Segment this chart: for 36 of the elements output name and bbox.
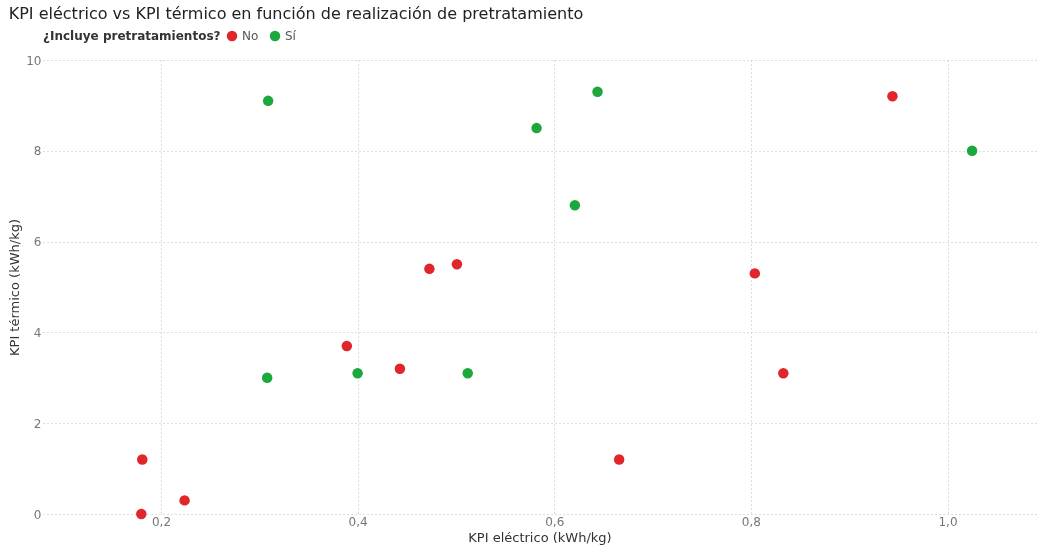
x-tick-label: 0,8 xyxy=(741,514,761,529)
point xyxy=(569,200,581,211)
y-tick-label: 4 xyxy=(33,325,42,340)
point xyxy=(352,368,363,379)
point xyxy=(424,263,435,275)
chart-title: KPI eléctrico vs KPI térmico en función de realización de pretratamiento xyxy=(8,4,584,23)
y-tick-label: 10 xyxy=(26,53,42,68)
y-tick-label: 6 xyxy=(33,235,42,250)
point xyxy=(394,363,406,374)
point xyxy=(592,86,603,98)
point xyxy=(462,368,473,379)
x-axis-title: KPI eléctrico (kWh/kg) xyxy=(468,529,612,545)
point xyxy=(261,372,273,384)
x-tick-label: 1,0 xyxy=(938,514,958,529)
point xyxy=(613,454,625,465)
y-tick-label: 2 xyxy=(33,416,42,431)
point xyxy=(136,508,147,520)
legend-label: Sí xyxy=(285,29,297,43)
legend-title: ¿Incluye pretratamientos? xyxy=(43,29,221,43)
point xyxy=(341,340,353,352)
y-axis-title: KPI térmico (kWh/kg) xyxy=(7,219,23,356)
point xyxy=(749,268,761,279)
x-tick-label: 0,4 xyxy=(348,514,368,529)
point xyxy=(531,122,542,134)
y-tick-label: 8 xyxy=(33,144,42,159)
x-tick-label: 0,2 xyxy=(151,514,172,529)
point xyxy=(137,454,148,465)
point xyxy=(887,91,898,102)
point xyxy=(778,368,789,379)
y-tick-label: 0 xyxy=(33,507,42,522)
point xyxy=(966,145,978,157)
x-tick-label: 0,6 xyxy=(545,514,565,529)
point xyxy=(179,495,190,506)
legend-label: No xyxy=(242,29,259,43)
point xyxy=(262,95,274,107)
point xyxy=(451,259,463,270)
